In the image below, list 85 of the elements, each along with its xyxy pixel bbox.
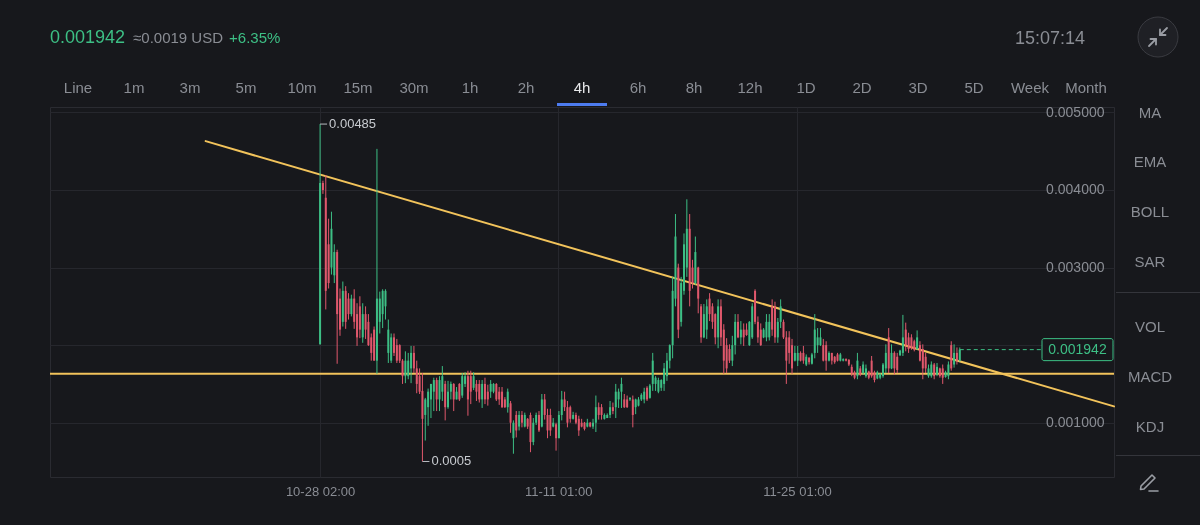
- candlestick: [577, 415, 580, 437]
- candlestick: [825, 340, 828, 372]
- y-tick-label: 0.004000: [1046, 181, 1105, 198]
- annotation: 0.00485: [329, 116, 377, 132]
- text: 5D: [964, 78, 984, 96]
- candlestick: [702, 303, 705, 339]
- candlestick: [404, 350, 407, 384]
- candlestick: [461, 372, 464, 399]
- candlestick: [884, 343, 887, 374]
- text: 1D: [796, 78, 816, 96]
- candlestick: [827, 350, 830, 362]
- text: 2D: [852, 78, 872, 96]
- candlestick: [466, 370, 469, 417]
- candlestick: [435, 377, 438, 412]
- candlestick: [520, 410, 523, 428]
- candlestick: [609, 400, 612, 419]
- text: EMA: [1133, 152, 1167, 170]
- ref-line-label: 0.001942: [1048, 340, 1107, 357]
- candlestick: [862, 360, 865, 376]
- text: Week: [1010, 78, 1050, 96]
- candlestick: [890, 343, 893, 370]
- candlestick: [452, 382, 455, 412]
- text: 6h: [629, 78, 647, 96]
- candlestick: [893, 350, 896, 376]
- text: SAR: [1134, 252, 1166, 270]
- annotation: 0.0005: [431, 453, 472, 469]
- text: 4h: [573, 78, 591, 96]
- text: 2h: [517, 78, 535, 96]
- candlestick: [481, 379, 484, 409]
- candlestick: [361, 302, 364, 344]
- x-tick-label: 11-11 01:00: [524, 483, 593, 499]
- text: 12h: [737, 78, 763, 96]
- candlestick: [538, 410, 540, 433]
- text: 30m: [399, 78, 429, 96]
- text: VOL: [1134, 317, 1166, 335]
- x-tick-label: 10-28 02:00: [285, 483, 356, 499]
- text: 3D: [908, 78, 928, 96]
- text: 10m: [287, 78, 317, 96]
- candlestick: [347, 292, 350, 321]
- candlestick: [896, 352, 899, 374]
- candlestick: [924, 352, 927, 374]
- candlestick: [483, 377, 486, 405]
- candlestick: [447, 380, 450, 410]
- candlestick: [478, 379, 481, 404]
- candlestick: [532, 417, 535, 446]
- text: 15m: [343, 78, 373, 96]
- candlestick: [705, 298, 708, 340]
- text: BOLL: [1130, 202, 1170, 220]
- text: MACD: [1127, 367, 1173, 385]
- candlestick: [916, 329, 919, 351]
- candlestick: [955, 346, 958, 366]
- chart-title: 0.001942: [50, 27, 126, 48]
- candlestick: [509, 400, 512, 434]
- text: KDJ: [1135, 417, 1165, 435]
- candlestick: [381, 288, 384, 329]
- y-tick-label: 0.001000: [1046, 414, 1105, 431]
- text: 5m: [235, 78, 257, 96]
- candlestick: [953, 343, 956, 369]
- candlestick: [475, 379, 478, 402]
- candlestick: [904, 322, 907, 352]
- text: MA: [1138, 103, 1162, 121]
- text: +6.35%: [229, 29, 281, 46]
- candlestick: [387, 319, 390, 364]
- text: 1m: [123, 78, 145, 96]
- candlestick: [410, 345, 413, 384]
- candlestick: [594, 395, 597, 433]
- text: 1h: [461, 78, 479, 96]
- text: 3m: [179, 78, 201, 96]
- candlestick: [614, 383, 617, 419]
- candlestick: [512, 419, 515, 455]
- candlestick: [438, 375, 441, 412]
- text: 15:07:14: [1014, 28, 1085, 48]
- y-tick-label: 0.005000: [1046, 103, 1105, 120]
- candlestick: [728, 343, 731, 364]
- candlestick: [768, 313, 771, 341]
- candlestick: [384, 288, 387, 321]
- y-tick-label: 0.003000: [1046, 259, 1105, 276]
- text: 8h: [685, 78, 703, 96]
- x-tick-label: 11-25 01:00: [763, 483, 832, 499]
- text: Line: [63, 78, 93, 96]
- chart-subtitle: ≈0.0019 USD: [133, 29, 224, 46]
- candlestick: [350, 294, 353, 317]
- candlestick: [555, 422, 558, 452]
- candlestick: [921, 343, 924, 380]
- text: Month: [1065, 78, 1107, 96]
